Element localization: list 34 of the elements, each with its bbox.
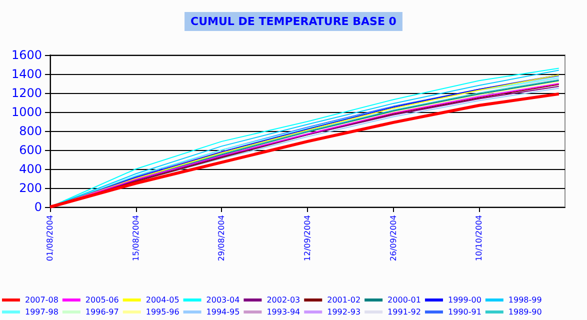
chart-title: CUMUL DE TEMPERATURE BASE 0 xyxy=(190,15,397,28)
x-tick-label: 15/08/2004 xyxy=(131,215,140,262)
legend-label: 1995-96 xyxy=(146,308,180,316)
y-tick-label: 400 xyxy=(19,162,42,176)
y-tick-label: 1600 xyxy=(11,48,42,62)
legend-label: 1994-95 xyxy=(206,308,240,316)
legend-label: 2000-01 xyxy=(388,296,421,304)
legend-label: 2004-05 xyxy=(146,296,180,304)
y-tick-label: 200 xyxy=(19,181,42,195)
legend-label: 1991-92 xyxy=(388,308,421,316)
legend-label: 1992-93 xyxy=(327,308,361,316)
legend-label: 1998-99 xyxy=(508,296,542,304)
legend-label: 1999-00 xyxy=(448,296,482,304)
legend-label: 1990-91 xyxy=(448,308,482,316)
legend-label: 2003-04 xyxy=(206,296,240,304)
y-tick-label: 0 xyxy=(34,200,42,214)
y-tick-label: 800 xyxy=(19,124,42,138)
y-tick-label: 1200 xyxy=(11,86,42,100)
x-tick-label: 12/09/2004 xyxy=(303,215,312,262)
x-tick-label: 01/08/2004 xyxy=(46,215,54,262)
legend-label: 2005-06 xyxy=(85,296,119,304)
x-tick-label: 29/08/2004 xyxy=(217,215,226,262)
legend-label: 1989-90 xyxy=(508,308,542,316)
y-tick-label: 1400 xyxy=(11,67,42,81)
legend-label: 2001-02 xyxy=(327,296,361,304)
legend-label: 1997-98 xyxy=(25,308,58,316)
legend-label: 2002-03 xyxy=(266,296,300,304)
legend-label: 2007-08 xyxy=(25,296,58,304)
x-tick-label: 26/09/2004 xyxy=(388,215,398,262)
y-tick-label: 600 xyxy=(19,143,42,157)
legend-label: 1996-97 xyxy=(85,308,119,316)
legend-label: 1993-94 xyxy=(266,308,300,316)
y-tick-label: 1000 xyxy=(11,105,42,119)
x-tick-label: 10/10/2004 xyxy=(474,215,484,262)
